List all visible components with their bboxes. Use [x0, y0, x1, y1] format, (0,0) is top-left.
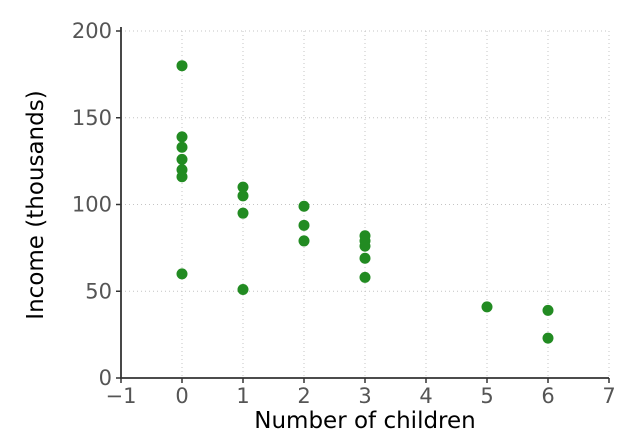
y-tick-label: 50 — [85, 279, 112, 303]
x-tick-label: 0 — [175, 384, 188, 408]
data-point — [237, 284, 249, 296]
data-point — [542, 304, 554, 316]
x-tick-label: 7 — [602, 384, 615, 408]
x-tick-label: −1 — [106, 384, 137, 408]
x-tick-label: 2 — [297, 384, 310, 408]
x-tick-label: 5 — [480, 384, 493, 408]
x-tick-label: 3 — [358, 384, 371, 408]
data-point — [176, 141, 188, 153]
data-point — [298, 219, 310, 231]
data-point — [298, 200, 310, 212]
x-tick-label: 1 — [236, 384, 249, 408]
data-point — [176, 268, 188, 280]
data-point — [237, 181, 249, 193]
data-point — [237, 190, 249, 202]
data-point — [237, 207, 249, 219]
x-tick-label: 4 — [419, 384, 432, 408]
y-tick-label: 0 — [99, 366, 112, 390]
data-point — [298, 235, 310, 247]
y-tick-label: 150 — [72, 106, 112, 130]
data-point — [176, 60, 188, 72]
y-tick-label: 200 — [72, 19, 112, 43]
data-point — [542, 332, 554, 344]
x-tick-label: 6 — [541, 384, 554, 408]
data-point — [176, 171, 188, 183]
data-point — [359, 252, 371, 264]
x-axis-title: Number of children — [254, 408, 476, 434]
data-point — [359, 271, 371, 283]
data-point — [481, 301, 493, 313]
data-point — [359, 240, 371, 252]
y-axis-title: Income (thousands) — [23, 90, 49, 320]
y-tick-label: 100 — [72, 193, 112, 217]
data-point — [176, 153, 188, 165]
data-point — [176, 131, 188, 143]
